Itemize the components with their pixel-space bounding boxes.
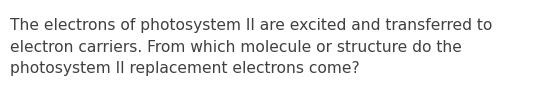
Text: The electrons of photosystem II are excited and transferred to
electron carriers: The electrons of photosystem II are exci…	[10, 18, 492, 76]
